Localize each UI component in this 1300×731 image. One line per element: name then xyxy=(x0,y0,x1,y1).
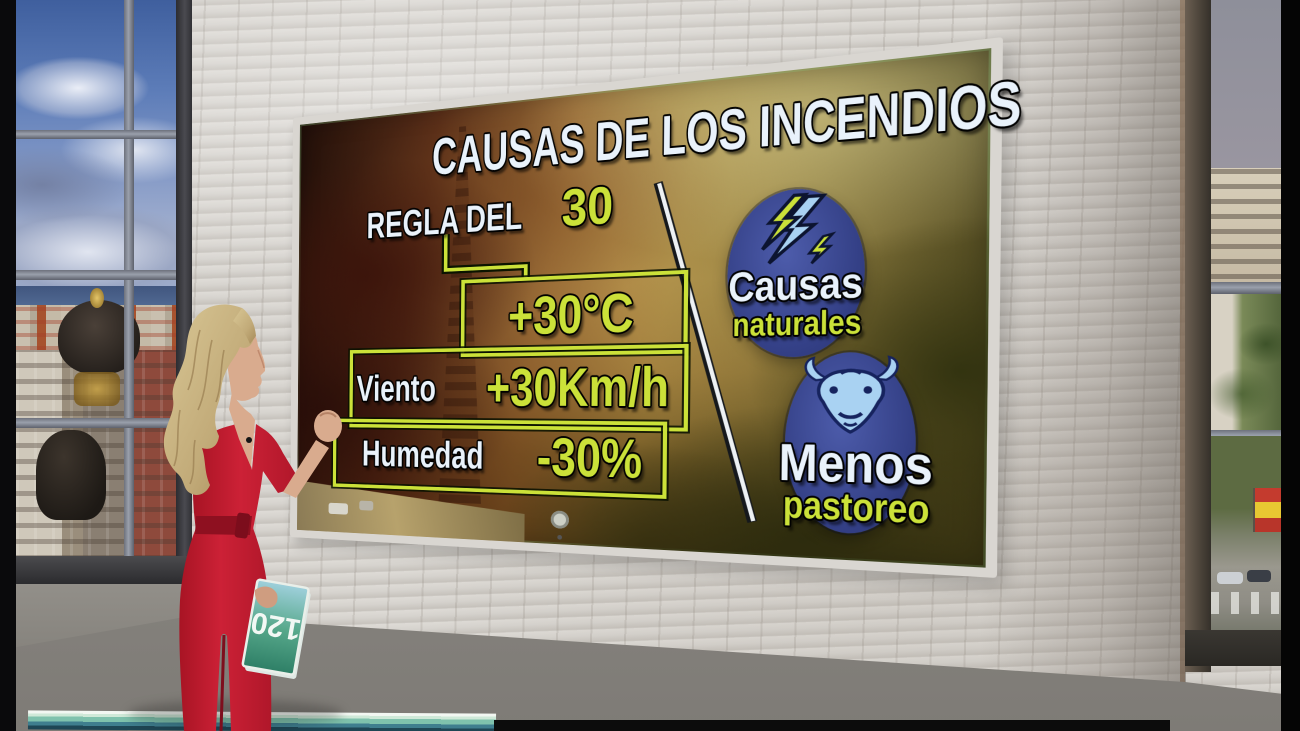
gilded-facade-detail xyxy=(74,372,120,406)
window-sill xyxy=(14,556,192,586)
lightning-icon xyxy=(756,190,838,267)
crosswalk xyxy=(1211,592,1281,614)
bull-icon xyxy=(801,355,902,437)
presenter-hand xyxy=(254,586,278,608)
frame-right-edge xyxy=(1281,0,1300,731)
nose-line xyxy=(257,349,265,369)
humidity-label: Humedad xyxy=(361,432,484,477)
natural-causes-line1-text: Causas xyxy=(728,257,864,311)
window-mullion xyxy=(124,0,134,560)
presenter: 120 xyxy=(163,304,342,731)
window-bottom-frame xyxy=(1185,630,1281,666)
belt-knot xyxy=(234,512,251,539)
right-window-city-view xyxy=(1211,0,1281,662)
rule-value: 30 xyxy=(561,174,614,238)
wall-corner-edge xyxy=(1180,0,1185,700)
natural-causes-line1: Causas xyxy=(704,257,891,311)
wind-value: +30Km/h xyxy=(485,355,670,419)
presenter-torso xyxy=(192,422,299,530)
fist-knuckles xyxy=(319,412,337,418)
presenter-legs xyxy=(179,528,272,731)
window-mullion xyxy=(16,270,192,280)
spanish-flag xyxy=(1255,488,1281,532)
leg-crease xyxy=(219,634,226,731)
window-mullion xyxy=(16,418,192,428)
street-scene xyxy=(1211,436,1281,662)
rule-label: REGLA DEL xyxy=(366,193,523,247)
presenter-forearm xyxy=(283,440,329,498)
floor-dark-strip xyxy=(494,720,1170,731)
temperature-value: +30°C xyxy=(508,281,635,347)
car xyxy=(1247,570,1271,582)
wall-shading xyxy=(980,0,1186,731)
wind-label: Viento xyxy=(356,367,436,409)
presenter-hair-fringe xyxy=(233,308,256,344)
presenter-hair xyxy=(163,304,254,496)
right-window-frame xyxy=(1185,0,1211,672)
trees-and-building xyxy=(1211,294,1281,436)
less-grazing-line2-text: pastoreo xyxy=(782,484,930,533)
buildings xyxy=(1211,168,1281,294)
less-grazing-line2: pastoreo xyxy=(761,484,954,533)
presenter-fist xyxy=(314,410,342,442)
window-mullion xyxy=(16,130,192,139)
car xyxy=(1217,572,1243,584)
humidity-value: -30% xyxy=(536,426,643,491)
video-wall-screen: CAUSAS DE LOS INCENDIOS REGLA DEL 30 +30… xyxy=(289,36,1022,578)
natural-causes-line2: naturales xyxy=(703,302,893,344)
presenter-neck xyxy=(229,392,255,467)
hair-strands xyxy=(173,329,225,485)
natural-causes-line2-text: naturales xyxy=(731,302,862,344)
lapel-mic xyxy=(246,437,252,443)
building-dome-2 xyxy=(36,430,106,520)
humidity-box: Humedad -30% xyxy=(332,418,668,499)
window-mullion xyxy=(1211,282,1281,294)
left-window-city-view xyxy=(16,0,192,560)
frame-left-edge xyxy=(0,0,16,731)
